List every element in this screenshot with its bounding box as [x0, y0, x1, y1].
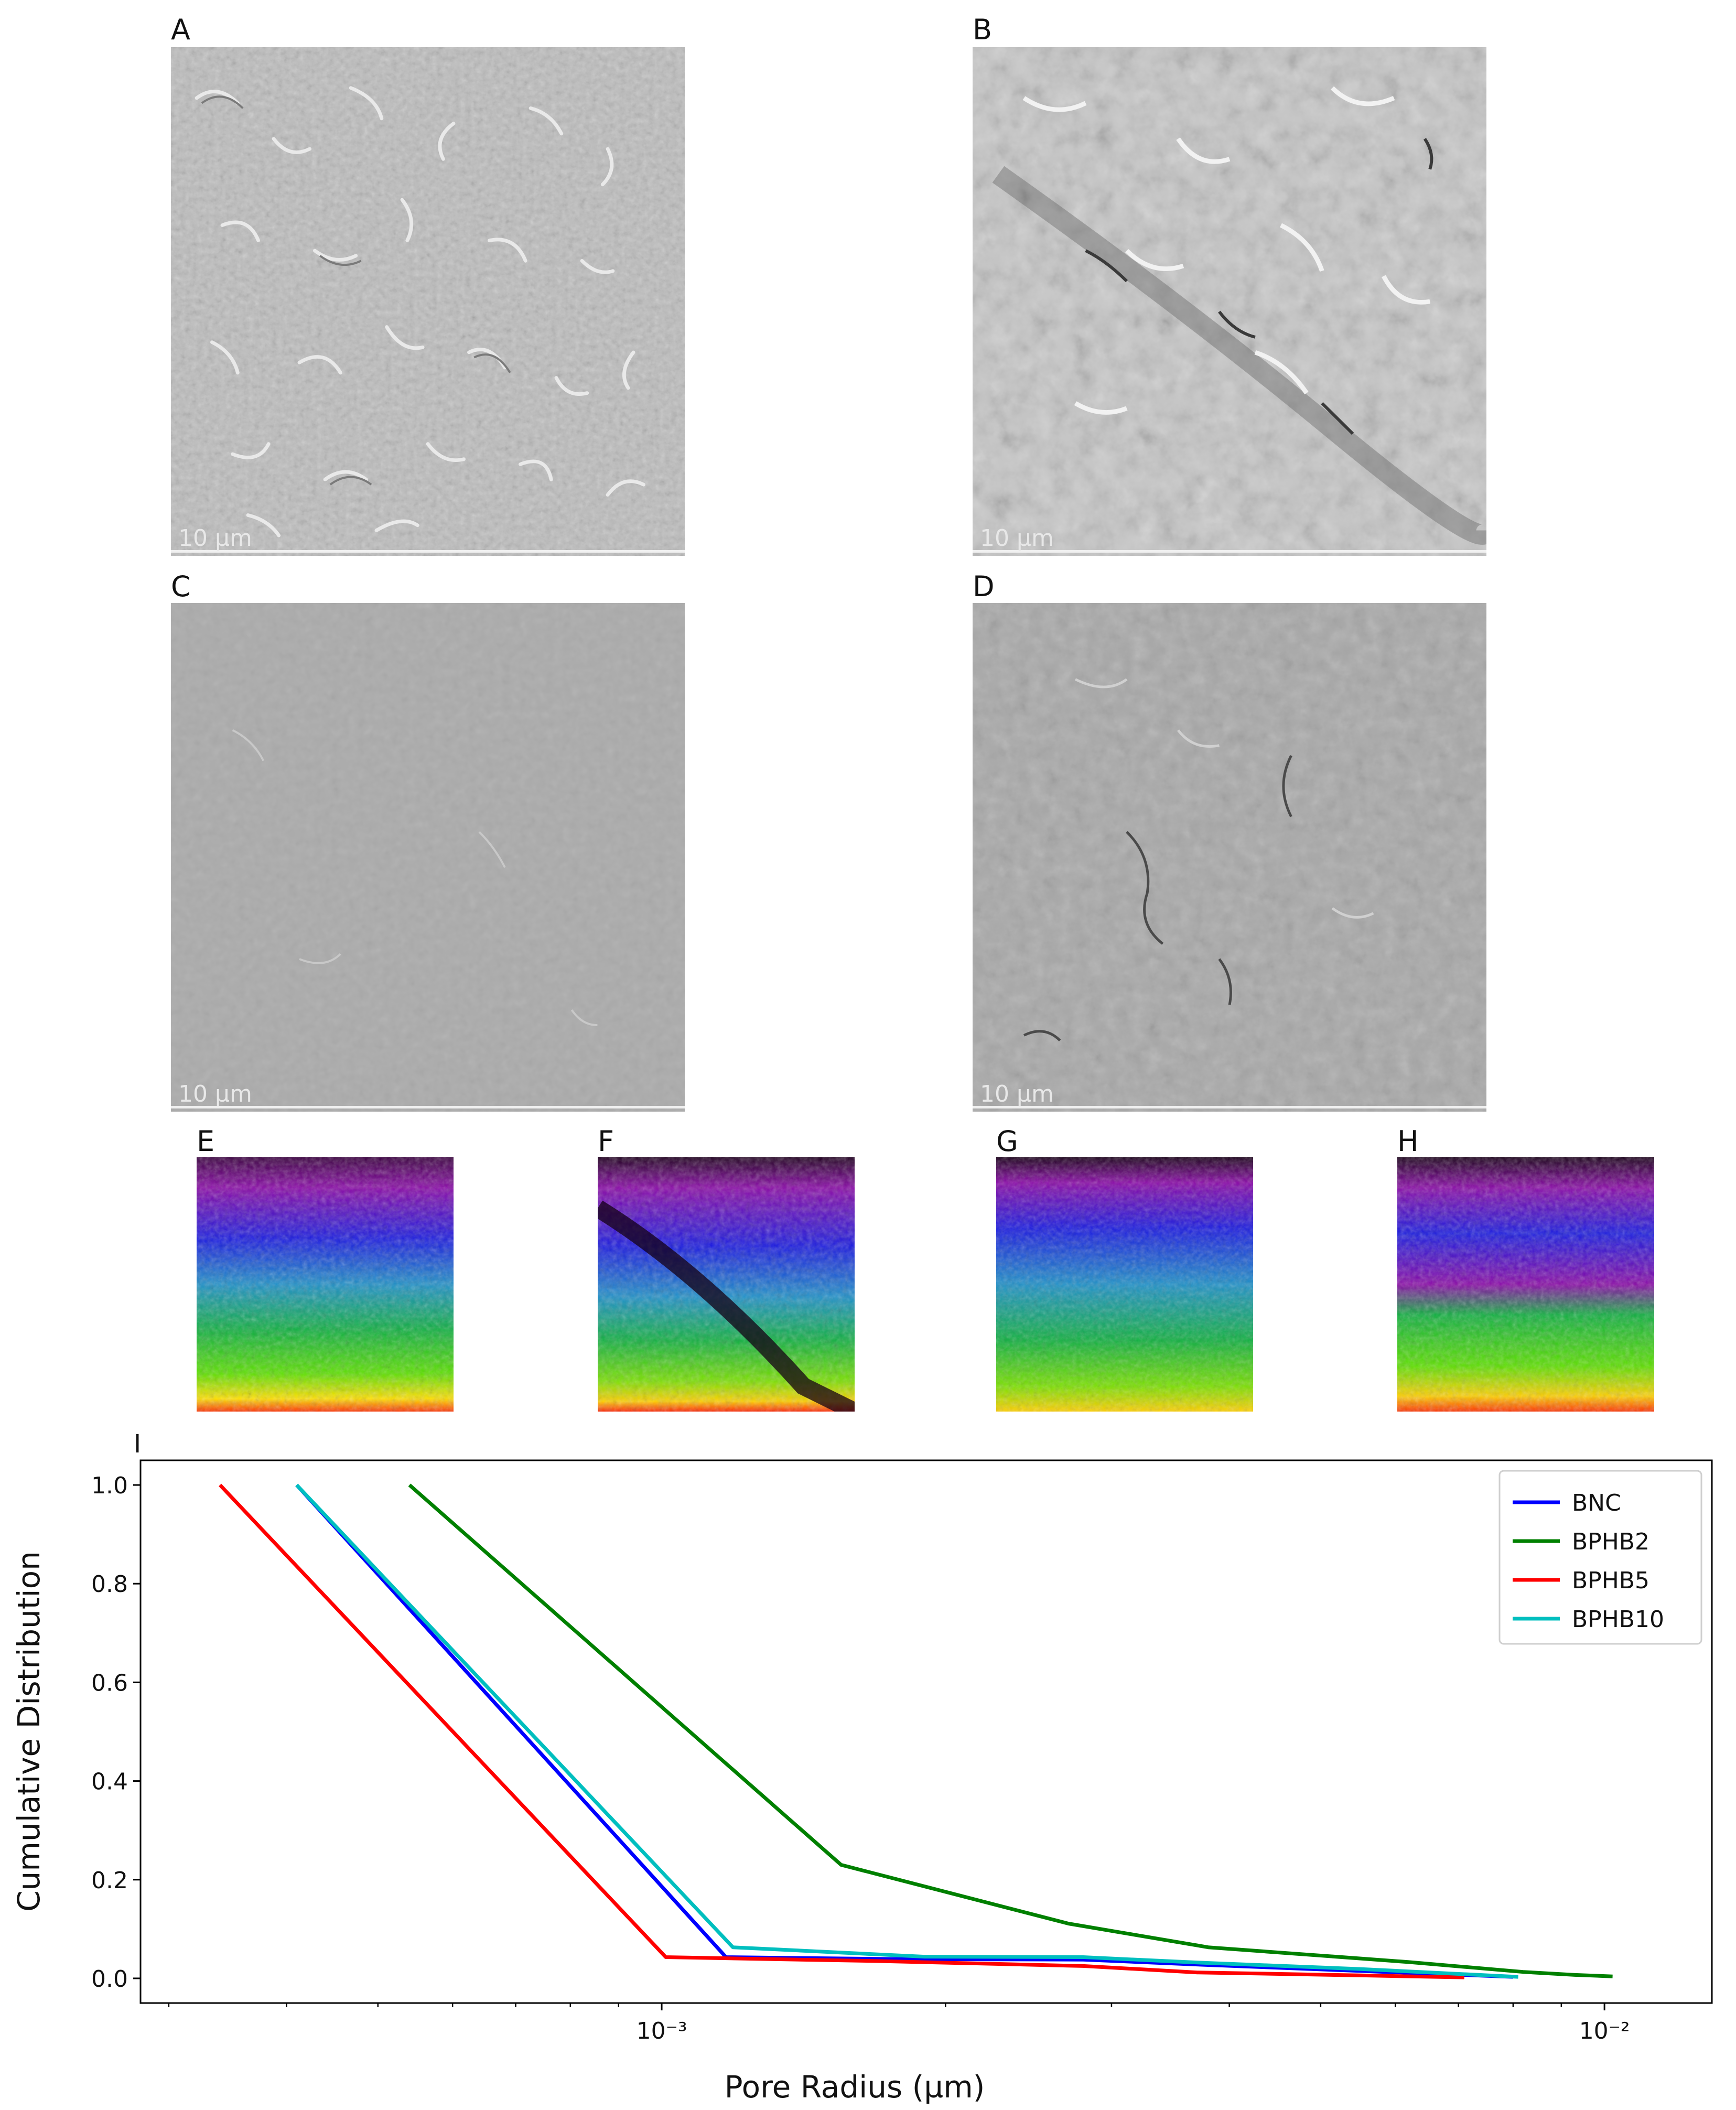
x-tick-label: 10⁻³ — [637, 2018, 687, 2044]
legend: BNC BPHB2 BPHB5 BPHB10 — [1498, 1470, 1702, 1645]
sem-image-b: 10 µm — [973, 47, 1486, 556]
legend-label-bphb10: BPHB10 — [1572, 1606, 1664, 1633]
series-line-bphb10 — [295, 1483, 1518, 1979]
panel-label-d: D — [973, 570, 995, 603]
height-map-g — [996, 1157, 1253, 1412]
y-axis-label: Cumulative Distribution — [11, 1551, 47, 1912]
series-layer — [219, 1483, 1613, 1979]
scale-bar-line — [171, 1106, 685, 1108]
panel-label-e: E — [197, 1125, 215, 1158]
legend-label-bphb5: BPHB5 — [1572, 1567, 1649, 1594]
cumulative-distribution-chart: I 0.0 0.2 0.4 0.6 0.8 1.0 10⁻³ 10⁻² Cumulative… — [11, 1429, 1713, 2105]
legend-label-bphb2: BPHB2 — [1572, 1528, 1649, 1555]
panel-label-f: F — [598, 1125, 614, 1158]
scale-bar-label: 10 µm — [178, 525, 252, 552]
series-line-bphb5 — [219, 1483, 1464, 1979]
scale-bar-label: 10 µm — [980, 1081, 1054, 1107]
height-map-e — [197, 1157, 454, 1412]
height-map-h — [1397, 1157, 1654, 1412]
panel-label-i: I — [134, 1429, 141, 1459]
panel-label-a: A — [171, 13, 190, 46]
y-tick-label: 0.8 — [91, 1571, 128, 1598]
panel-label-h: H — [1397, 1125, 1419, 1158]
sem-image-a: 10 µm — [171, 47, 685, 556]
y-tick-label: 0.6 — [91, 1670, 128, 1696]
panel-label-c: C — [171, 570, 191, 603]
x-axis: 10⁻³ 10⁻² — [168, 2003, 1630, 2044]
height-map-f — [598, 1157, 855, 1412]
series-line-bphb2 — [408, 1483, 1613, 1978]
scale-bar-label: 10 µm — [178, 1081, 252, 1107]
scale-bar-label: 10 µm — [980, 525, 1054, 552]
legend-label-bnc: BNC — [1572, 1490, 1621, 1516]
x-tick-label: 10⁻² — [1579, 2018, 1630, 2044]
panel-label-b: B — [973, 13, 993, 46]
sem-image-c: 10 µm — [171, 603, 685, 1112]
panel-label-g: G — [996, 1125, 1018, 1158]
plot-frame — [139, 1459, 1713, 2004]
scale-bar-line — [973, 550, 1486, 553]
sem-image-d: 10 µm — [973, 603, 1486, 1112]
series-line-bnc — [295, 1483, 1514, 1979]
x-axis-label: Pore Radius (µm) — [725, 2069, 985, 2105]
y-tick-label: 1.0 — [91, 1472, 128, 1499]
scale-bar-line — [973, 1106, 1486, 1108]
legend-box — [1498, 1470, 1702, 1645]
scale-bar-line — [171, 550, 685, 553]
y-tick-label: 0.0 — [91, 1966, 128, 1993]
y-axis: 0.0 0.2 0.4 0.6 0.8 1.0 — [91, 1472, 141, 1993]
y-tick-label: 0.4 — [91, 1769, 128, 1795]
y-tick-label: 0.2 — [91, 1867, 128, 1894]
